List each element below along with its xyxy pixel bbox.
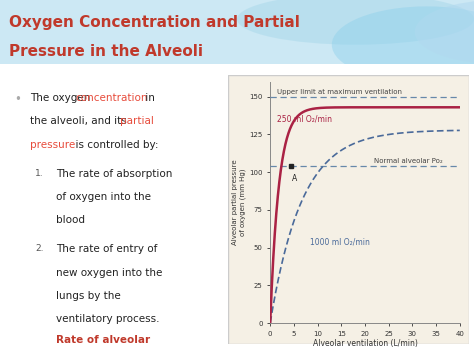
Text: Normal alveolar Po₂: Normal alveolar Po₂: [374, 158, 443, 164]
Text: •: •: [14, 93, 21, 106]
Text: Oxygen Concentration and Partial: Oxygen Concentration and Partial: [9, 15, 301, 30]
Text: Pressure in the Alveoli: Pressure in the Alveoli: [9, 44, 203, 59]
Text: The oxygen: The oxygen: [30, 93, 94, 103]
Text: The rate of entry of: The rate of entry of: [56, 244, 157, 255]
Text: new oxygen into the: new oxygen into the: [56, 268, 162, 278]
Ellipse shape: [332, 6, 474, 83]
Text: in: in: [142, 93, 155, 103]
Text: 1000 ml O₂/min: 1000 ml O₂/min: [310, 237, 370, 246]
Text: 250 ml O₂/min: 250 ml O₂/min: [277, 115, 332, 124]
Text: 2.: 2.: [35, 244, 44, 253]
Text: concentration: concentration: [75, 93, 148, 103]
Text: blood: blood: [56, 215, 85, 225]
X-axis label: Alveolar ventilation (L/min): Alveolar ventilation (L/min): [312, 339, 418, 349]
Text: A: A: [292, 174, 297, 183]
Y-axis label: Alveolar partial pressure
of oxygen (mm Hg): Alveolar partial pressure of oxygen (mm …: [232, 159, 246, 245]
Text: lungs by the: lungs by the: [56, 291, 120, 301]
Text: 1.: 1.: [35, 169, 44, 178]
Ellipse shape: [237, 0, 474, 45]
Text: The rate of absorption: The rate of absorption: [56, 169, 172, 179]
Text: of oxygen into the: of oxygen into the: [56, 192, 151, 202]
Ellipse shape: [415, 0, 474, 64]
Text: the alveoli, and its: the alveoli, and its: [30, 116, 130, 126]
Text: is controlled by:: is controlled by:: [69, 140, 158, 149]
Text: Upper limit at maximum ventilation: Upper limit at maximum ventilation: [277, 89, 402, 95]
Text: partial: partial: [120, 116, 154, 126]
Text: ventilatory process.: ventilatory process.: [56, 314, 159, 324]
Text: pressure: pressure: [30, 140, 75, 149]
Text: Rate of alveolar: Rate of alveolar: [56, 335, 150, 345]
